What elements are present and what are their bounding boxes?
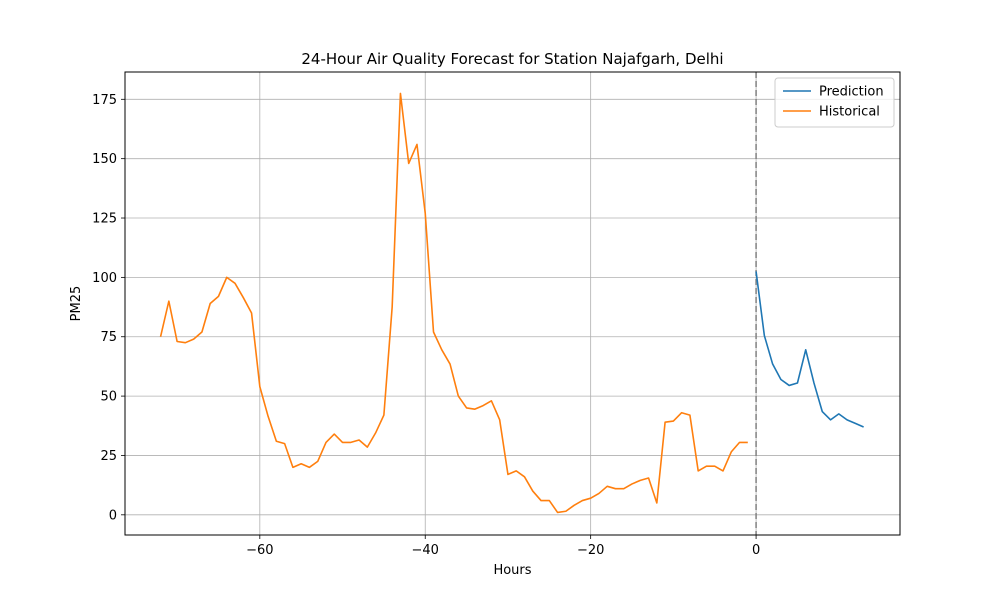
y-tick-label: 100 [92, 271, 117, 286]
x-axis-label: Hours [493, 563, 531, 578]
legend: Prediction Historical [774, 77, 895, 128]
series-lines [159, 92, 864, 514]
y-axis-label: PM25 [69, 286, 84, 322]
plot-frame [124, 71, 901, 536]
y-tick-label: 75 [100, 330, 117, 345]
legend-label-historical: Historical [819, 105, 880, 120]
x-tick-label: −20 [577, 543, 604, 558]
y-tick-label: 25 [100, 449, 117, 464]
y-tick-label: 125 [92, 212, 117, 227]
y-tick-label: 50 [100, 390, 117, 405]
chart-title: 24-Hour Air Quality Forecast for Station… [301, 50, 723, 68]
y-tick-label: 175 [92, 93, 117, 108]
grid-lines [125, 72, 900, 535]
axis-ticks: −60 −40 −20 0 0 25 50 75 100 125 150 175 [92, 93, 760, 558]
x-tick-label: −40 [412, 543, 439, 558]
legend-label-prediction: Prediction [819, 85, 884, 100]
y-tick-label: 150 [92, 152, 117, 167]
series-line-historical [159, 92, 748, 514]
y-tick-label: 0 [109, 508, 117, 523]
x-tick-label: 0 [752, 543, 760, 558]
series-line-prediction [755, 271, 864, 428]
x-tick-label: −60 [246, 543, 273, 558]
